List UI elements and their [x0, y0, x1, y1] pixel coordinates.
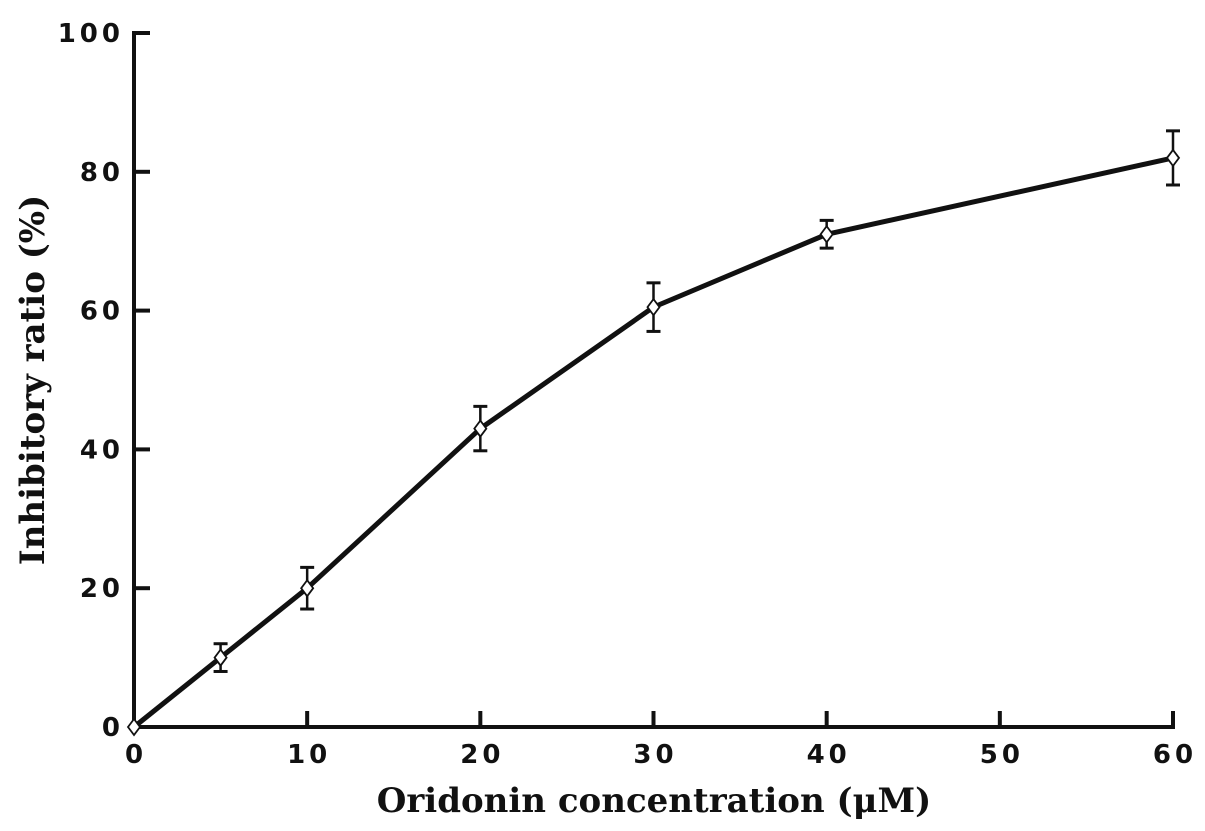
x-tick-label: 0 — [125, 740, 147, 770]
y-tick-label: 20 — [80, 574, 124, 604]
data-point-marker — [300, 578, 315, 598]
data-point-marker — [1165, 148, 1181, 168]
x-tick-label: 40 — [807, 740, 851, 770]
x-tick-label: 30 — [633, 740, 677, 770]
y-tick-label: 0 — [102, 713, 124, 743]
data-point-marker — [213, 648, 228, 668]
y-axis-label: Inhibitory ratio (%) — [13, 195, 53, 565]
y-tick-label: 60 — [80, 297, 124, 327]
y-tick-label: 80 — [80, 158, 124, 188]
data-point-marker — [126, 717, 142, 737]
series-line — [132, 155, 1174, 729]
ticks: 0 10 20 30 40 50 60 0 20 40 60 80 100 — [58, 19, 1197, 770]
y-tick-label: 100 — [58, 19, 124, 49]
x-tick-label: 10 — [287, 740, 331, 770]
axes — [132, 31, 1175, 729]
data-point-marker — [819, 224, 834, 244]
x-tick-label: 50 — [980, 740, 1024, 770]
y-tick-label: 40 — [80, 435, 124, 465]
series — [126, 129, 1181, 737]
data-point-marker — [646, 297, 661, 317]
data-point-marker — [473, 419, 488, 439]
x-tick-label: 20 — [460, 740, 504, 770]
x-tick-label: 60 — [1153, 740, 1197, 770]
x-axis-label: Oridonin concentration (μM) — [377, 781, 931, 821]
